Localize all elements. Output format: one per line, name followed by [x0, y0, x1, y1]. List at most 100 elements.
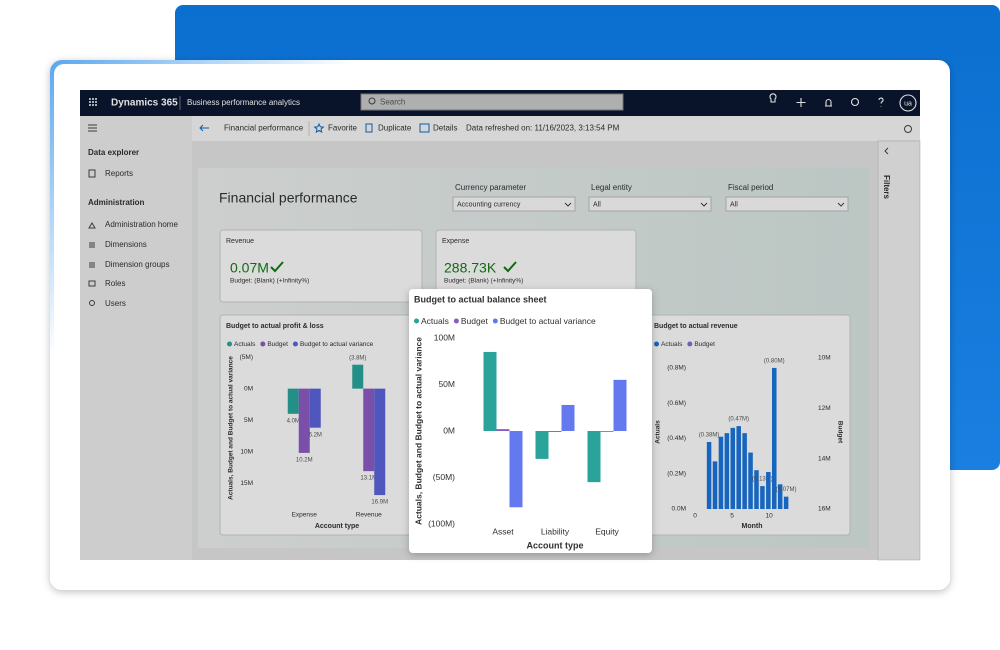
new-icon[interactable] [796, 98, 806, 107]
toolbar-settings-icon[interactable] [904, 125, 912, 133]
bar [742, 433, 747, 509]
app-launcher[interactable] [89, 98, 97, 106]
slicer-value: All [593, 201, 601, 208]
data-label: (0.38M) [699, 433, 720, 439]
bar [718, 436, 724, 509]
kpi-subtitle: Budget: (Blank) (+Infinity%) [444, 278, 523, 285]
legend-marker [292, 341, 298, 347]
sidebar-item[interactable]: Roles [105, 279, 125, 288]
filters-pane[interactable] [877, 140, 921, 561]
slicer-value: Accounting currency [457, 201, 521, 208]
y-tick-label: 100M [434, 332, 455, 342]
toolbar-action[interactable]: Details [433, 124, 457, 133]
y-tick-label: (5M) [240, 354, 253, 361]
dimensions-icon [89, 242, 95, 248]
menu-toggle[interactable] [88, 124, 97, 132]
y-tick-label: 0.0M [672, 506, 686, 513]
slicer-dropdown[interactable] [588, 196, 712, 212]
y-tick-label: 15M [240, 480, 253, 487]
y-tick-label: (0.2M) [667, 470, 686, 477]
kpi-subtitle: Budget: (Blank) (+Infinity%) [230, 278, 309, 285]
y-tick-label: (100M) [428, 518, 455, 528]
legend-marker [492, 318, 498, 324]
slicer-label: Fiscal period [728, 183, 773, 192]
bar [496, 429, 510, 431]
bar [772, 367, 777, 509]
legend-label: Budget to actual variance [500, 316, 596, 326]
data-label: 13.1M [360, 476, 377, 482]
focused-chart: Budget to actual balance sheet Actuals Bud… [409, 289, 652, 553]
y-tick-label: 50M [438, 379, 455, 389]
bar [748, 452, 753, 509]
bar [613, 379, 627, 431]
dimension-groups-icon [89, 262, 95, 268]
sidebar-section-title: Data explorer [88, 148, 139, 157]
chart-title: Budget to actual profit & loss [226, 323, 324, 330]
kpi-check [503, 261, 517, 273]
slicer-dropdown[interactable] [725, 196, 849, 212]
search-placeholder: Search [380, 98, 405, 107]
y-tick-label: 10M [240, 448, 253, 455]
sidebar-item[interactable]: Dimension groups [105, 260, 169, 269]
settings-icon[interactable] [850, 97, 860, 107]
legend-marker [687, 341, 693, 347]
bar [363, 388, 375, 472]
app-name[interactable]: Dynamics 365 [111, 98, 178, 109]
collapse-icon[interactable] [884, 147, 889, 155]
slicer-dropdown[interactable] [452, 196, 576, 212]
kpi-value: 0.07M [230, 260, 269, 276]
bar [706, 441, 712, 509]
user-initials: ua [904, 100, 912, 107]
duplicate-icon [365, 123, 373, 133]
background-charts: Budget to actual profit & loss Actuals Bud… [226, 323, 843, 530]
bar [298, 388, 310, 453]
sidebar-item[interactable]: Administration home [105, 220, 178, 229]
bar [509, 431, 523, 508]
popup-card [409, 289, 652, 553]
data-label: 6.2M [309, 432, 322, 438]
bar [730, 427, 736, 509]
y2-tick-label: 14M [818, 455, 831, 462]
data-label: 16.9M [371, 500, 388, 506]
data-label: (0.47M) [728, 417, 749, 423]
help-icon[interactable] [878, 97, 884, 107]
y2-axis-title: Budget [836, 421, 843, 444]
legend-marker [654, 341, 659, 347]
bar [352, 364, 364, 389]
report-title: Financial performance [219, 190, 358, 206]
kpi-value: 288.73K [444, 260, 497, 276]
data-label: (0.80M) [764, 359, 785, 365]
kpi-card [219, 229, 423, 303]
ideas-icon[interactable] [769, 93, 777, 103]
back-button[interactable] [199, 124, 209, 132]
home-icon [88, 222, 96, 229]
search-box[interactable] [360, 93, 624, 111]
bar [777, 484, 783, 509]
x-tick-label: 0 [693, 513, 697, 520]
y2-tick-label: 12M [818, 405, 831, 412]
bar [754, 470, 759, 509]
sidebar-item[interactable]: Users [105, 299, 126, 308]
bar [587, 431, 601, 483]
roles-icon [88, 280, 96, 287]
toolbar-action[interactable]: Favorite [328, 124, 357, 133]
y-axis-title: Actuals, Budget and Budget to actual var… [228, 356, 235, 500]
data-label: 10.2M [296, 457, 313, 463]
notifications-icon[interactable] [825, 98, 832, 107]
sidebar-item[interactable]: Dimensions [105, 240, 147, 249]
refresh-info: Data refreshed on: 11/16/2023, 3:13:54 P… [466, 124, 620, 133]
favorite-icon [313, 122, 325, 134]
sidebar-item[interactable]: Reports [105, 169, 133, 178]
legend-label: Budget [694, 341, 715, 348]
bar [561, 404, 575, 431]
x-tick-label: Asset [492, 526, 514, 536]
legend-label: Actuals [661, 341, 683, 348]
kpi-title: Revenue [226, 238, 254, 245]
filters-label[interactable]: Filters [882, 175, 891, 200]
user-avatar[interactable] [899, 94, 917, 112]
chevron [564, 202, 572, 207]
data-label: (3.8M) [349, 355, 366, 361]
y-tick-label: 0M [443, 425, 455, 435]
toolbar-action[interactable]: Duplicate [378, 124, 412, 133]
bar [600, 431, 614, 432]
